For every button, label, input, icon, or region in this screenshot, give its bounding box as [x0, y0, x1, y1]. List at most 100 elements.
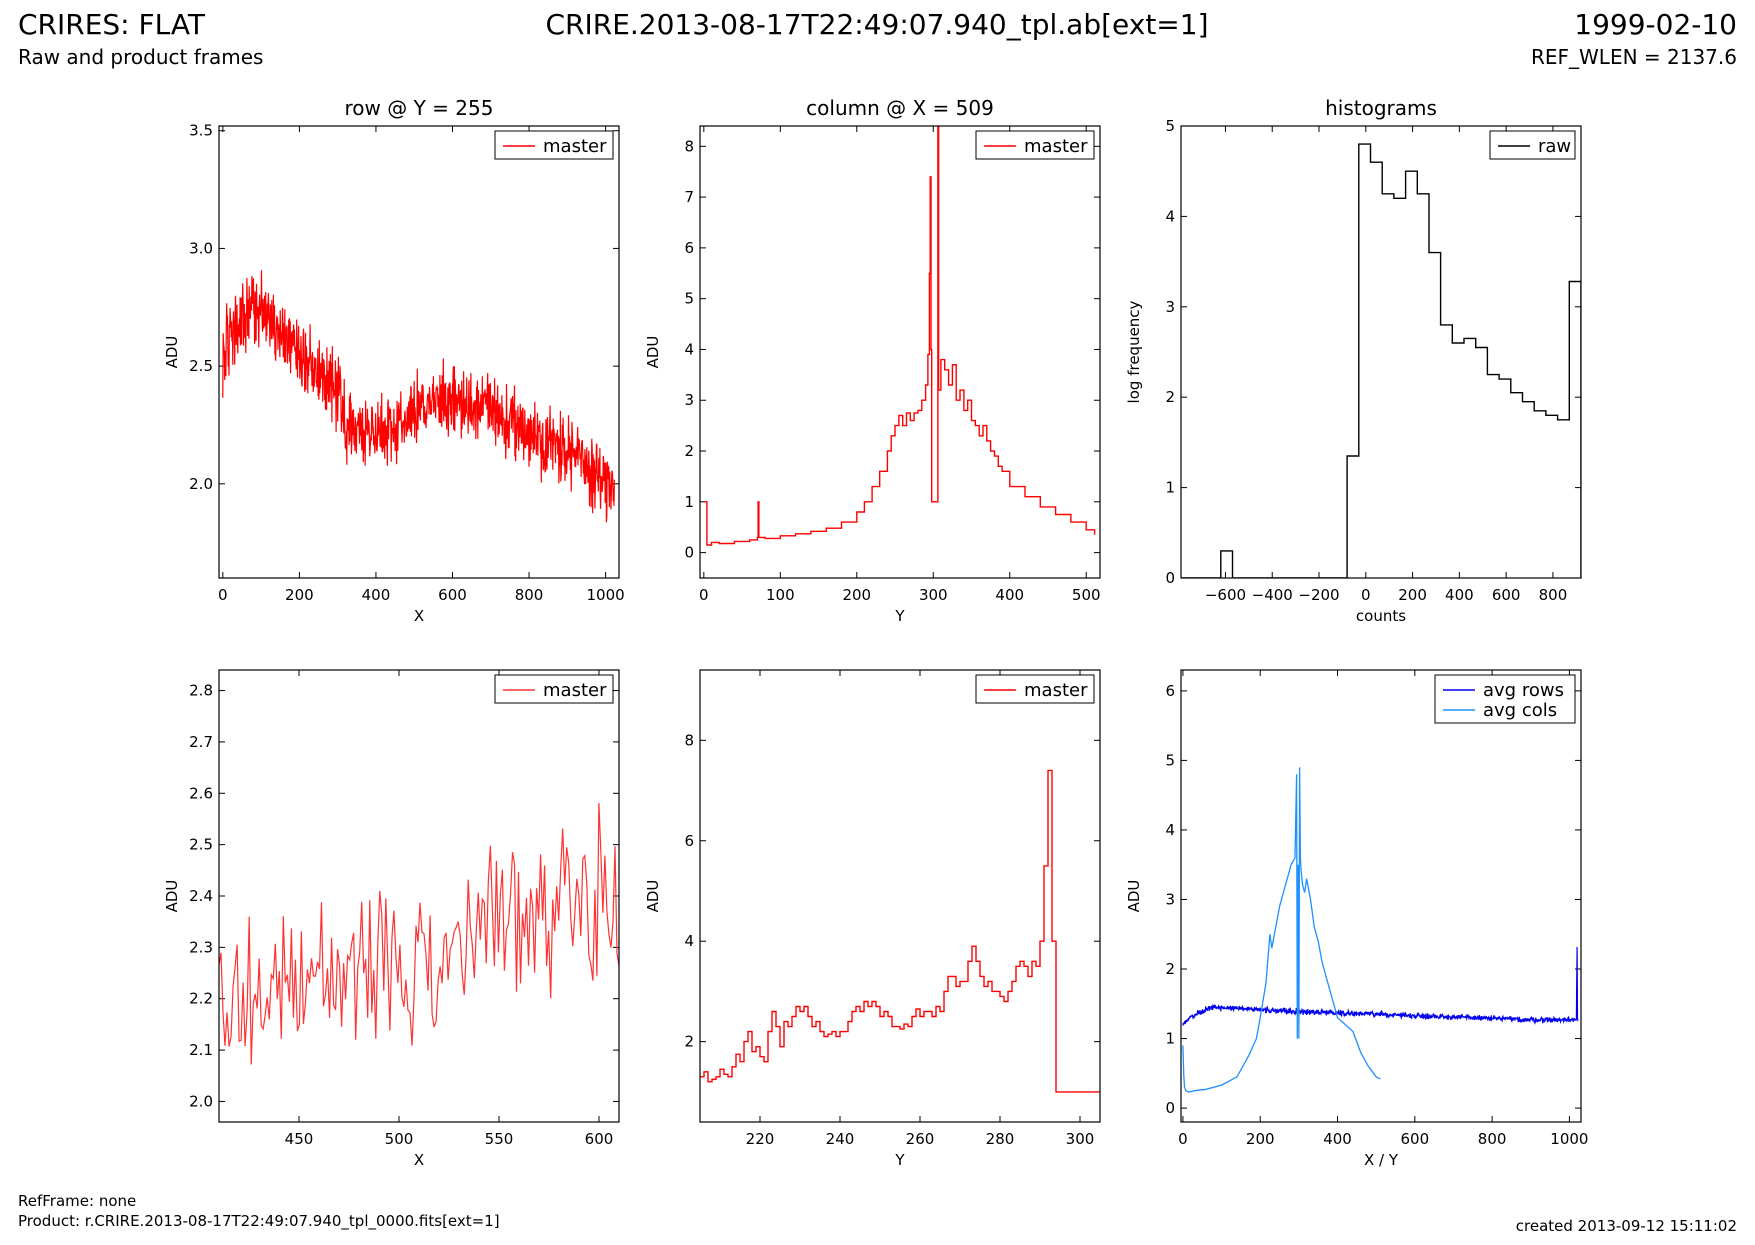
y-tick-label: 1	[684, 493, 694, 511]
x-tick-label: 500	[1072, 586, 1101, 604]
x-axis-label: Y	[894, 1151, 905, 1169]
series-group	[700, 769, 1100, 1093]
x-tick-label: 800	[515, 586, 544, 604]
x-tick-label: 550	[485, 1130, 514, 1148]
y-tick-label: 8	[684, 137, 694, 155]
series-line-avg-rows	[1182, 946, 1579, 1026]
y-tick-label: 6	[684, 832, 694, 850]
legend-label: raw	[1538, 136, 1571, 157]
x-tick-label: 300	[1066, 1130, 1095, 1148]
y-tick-label: 2.3	[189, 938, 213, 956]
x-tick-label: 600	[438, 586, 467, 604]
y-tick-label: 1	[1165, 1030, 1175, 1048]
y-tick-label: 2.0	[189, 475, 213, 493]
legend-box	[975, 130, 1095, 160]
legend-label: avg cols	[1483, 700, 1557, 721]
x-tick-label: 400	[1445, 586, 1474, 604]
plot-frame	[218, 125, 620, 579]
report-date: 1999-02-10	[1574, 8, 1737, 41]
x-tick-label: 200	[1398, 586, 1427, 604]
y-tick-label: 2	[1165, 388, 1175, 406]
x-tick-label: 400	[362, 586, 391, 604]
y-tick-label: 0	[1165, 1099, 1175, 1117]
chart-title: column @ X = 509	[806, 96, 994, 120]
x-axis-label: X	[414, 607, 424, 625]
x-tick-label: 600	[585, 1130, 614, 1148]
series-line-master	[700, 769, 1100, 1093]
ref-wavelength: REF_WLEN = 2137.6	[1530, 45, 1737, 69]
y-axis-label: ADU	[163, 336, 181, 369]
y-tick-label: 6	[684, 239, 694, 257]
x-tick-label: 0	[699, 586, 709, 604]
x-axis-label: X / Y	[1364, 1151, 1399, 1169]
y-tick-label: 2.4	[189, 887, 213, 905]
legend: master	[494, 674, 614, 704]
series-line-avg-cols	[1182, 767, 1381, 1093]
legend-box	[1489, 130, 1576, 160]
x-tick-label: 280	[986, 1130, 1015, 1148]
x-tick-label: 800	[1539, 586, 1568, 604]
frame-name: CRIRE.2013-08-17T22:49:07.940_tpl.ab[ext…	[545, 8, 1209, 41]
x-tick-label: 200	[285, 586, 314, 604]
legend-box	[975, 674, 1095, 704]
legend-box	[494, 674, 614, 704]
x-tick-label: 0	[1361, 586, 1371, 604]
plot-frame	[699, 669, 1101, 1123]
y-axis-label: ADU	[644, 880, 662, 913]
x-tick-label: 260	[906, 1130, 935, 1148]
x-tick-label: 450	[285, 1130, 314, 1148]
legend-box	[494, 130, 614, 160]
legend-label: master	[1024, 136, 1088, 157]
chart-hist: −600 −400 −200 0 200 400 600 800 0 1 2 3 4 5 histogram…	[1125, 96, 1582, 625]
report-title: CRIRES: FLAT	[18, 8, 205, 41]
y-tick-label: 5	[1165, 117, 1175, 135]
x-tick-label: 1000	[1550, 1130, 1588, 1148]
x-tick-label: 100	[766, 586, 795, 604]
legend: master	[494, 130, 614, 160]
y-tick-label: 3.5	[189, 122, 213, 140]
x-tick-label: 800	[1478, 1130, 1507, 1148]
ref-frame-label: RefFrame: none	[18, 1192, 137, 1210]
plot-frame	[1180, 669, 1582, 1123]
y-tick-label: 3	[1165, 298, 1175, 316]
y-tick-label: 2.1	[189, 1041, 213, 1059]
series-group	[1181, 143, 1581, 578]
x-tick-label: 240	[826, 1130, 855, 1148]
chart-col_full: 0 100 200 300 400 500 0 1 2 3 4 5 6 7 8 column @ X = 50…	[644, 96, 1101, 625]
y-tick-label: 8	[684, 731, 694, 749]
plot-frame	[1180, 125, 1582, 579]
legend: master	[975, 130, 1095, 160]
legend-label: avg rows	[1483, 680, 1564, 701]
x-tick-label: 500	[385, 1130, 414, 1148]
y-tick-label: 4	[684, 932, 694, 950]
legend: master	[975, 674, 1095, 704]
y-axis-label: ADU	[1125, 880, 1143, 913]
y-tick-label: 2.5	[189, 836, 213, 854]
y-tick-label: 6	[1165, 682, 1175, 700]
legend: raw	[1489, 130, 1576, 160]
y-axis-label: ADU	[163, 880, 181, 913]
chart-row_full: 0 200 400 600 800 1000 2.0 2.5 3.0 3.5 row @ Y = 2…	[163, 96, 625, 625]
x-tick-label: −200	[1298, 586, 1339, 604]
x-tick-label: −400	[1252, 586, 1293, 604]
x-axis-label: X	[414, 1151, 424, 1169]
y-tick-label: 2	[684, 442, 694, 460]
y-tick-label: 1	[1165, 479, 1175, 497]
x-tick-label: 220	[746, 1130, 775, 1148]
plot-frame	[699, 125, 1101, 579]
y-tick-label: 4	[684, 340, 694, 358]
x-tick-label: 300	[919, 586, 948, 604]
series-group	[219, 802, 619, 1065]
y-tick-label: 4	[1165, 821, 1175, 839]
chart-avg: 0 200 400 600 800 1000 0 1 2 3 4 5 6 X / Y ADU avg rows…	[1125, 669, 1588, 1169]
x-axis-label: Y	[894, 607, 905, 625]
y-axis-label: ADU	[644, 336, 662, 369]
report-subtitle: Raw and product frames	[18, 45, 264, 69]
y-tick-label: 3	[1165, 890, 1175, 908]
series-group	[1182, 767, 1579, 1093]
x-tick-label: 600	[1400, 1130, 1429, 1148]
y-tick-label: 2.6	[189, 784, 213, 802]
x-tick-label: 200	[842, 586, 871, 604]
chart-col_zoom: 220 240 260 280 300 2 4 6 8 Y ADU master	[644, 669, 1101, 1169]
